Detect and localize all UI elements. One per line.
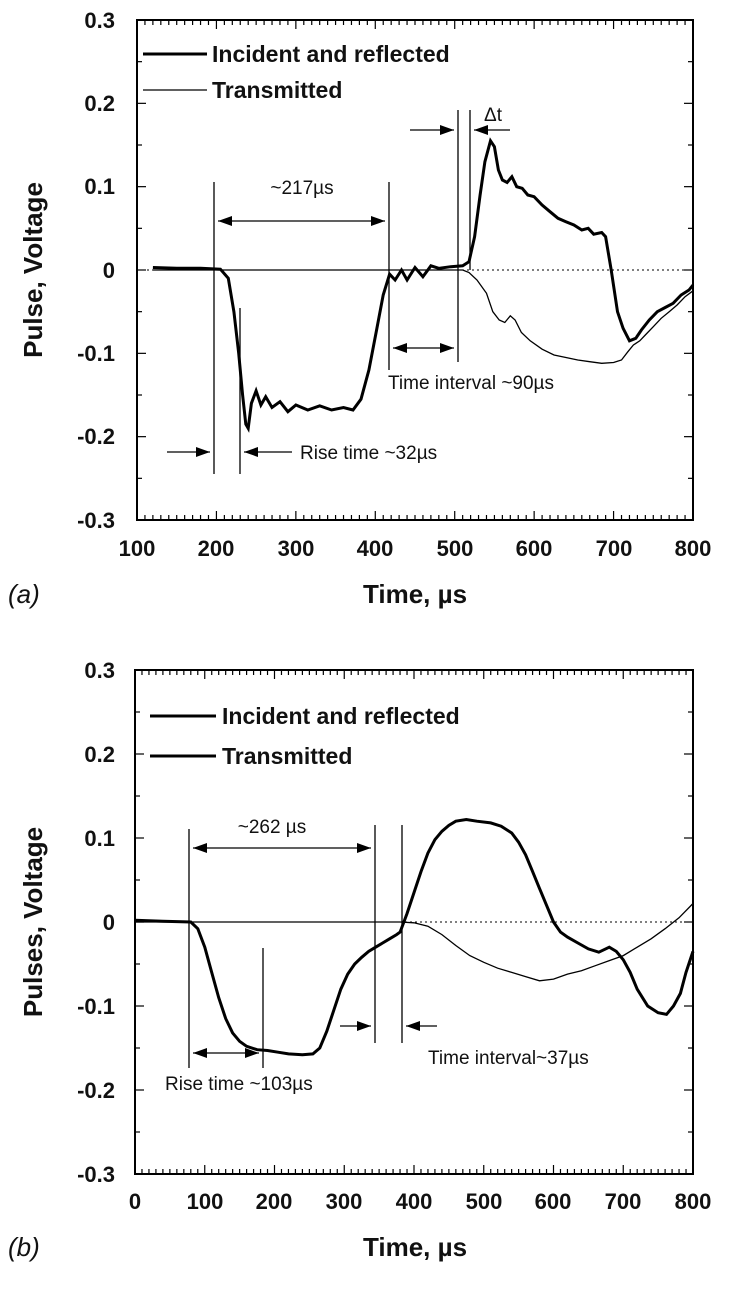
- arrow-head: [440, 343, 454, 353]
- axis-ticks: [136, 19, 694, 521]
- x-tick-label: 200: [256, 1189, 293, 1214]
- series-line-incident-reflected: [152, 137, 695, 433]
- x-axis-label: Time, µs: [363, 1232, 467, 1262]
- x-tick-label: 700: [596, 536, 633, 561]
- series-line-transmitted: [135, 903, 694, 982]
- x-axis-label: Time, µs: [363, 579, 467, 609]
- y-tick-label: 0: [103, 258, 115, 283]
- annotations: ~262 µs Rise time ~103µs Time interval~3…: [165, 817, 589, 1095]
- width-annotation: ~262 µs: [238, 817, 307, 838]
- legend-label: Transmitted: [222, 743, 352, 769]
- legend-label: Incident and reflected: [222, 703, 460, 729]
- y-axis-label: Pulse, Voltage: [18, 182, 48, 358]
- arrow-head: [393, 343, 407, 353]
- x-tick-label: 100: [119, 536, 156, 561]
- arrow-head: [193, 1048, 207, 1058]
- arrow-head: [440, 125, 454, 135]
- y-tick-label: -0.1: [77, 994, 115, 1019]
- annotations: ~217µs Time interval ~90µs Rise time ~32…: [167, 105, 554, 474]
- arrow-head: [474, 125, 488, 135]
- y-tick-label: 0.3: [84, 8, 115, 33]
- interval-annotation: Time interval~37µs: [428, 1048, 589, 1069]
- y-tick-label: 0.2: [84, 742, 115, 767]
- y-tick-label: -0.3: [77, 508, 115, 533]
- x-tick-labels: 0 100 200 300 400 500 600 700 800: [129, 1189, 711, 1214]
- y-tick-label: 0: [103, 910, 115, 935]
- x-tick-label: 300: [278, 536, 315, 561]
- y-tick-label: -0.2: [77, 1078, 115, 1103]
- width-annotation: ~217µs: [270, 178, 333, 199]
- x-tick-label: 300: [326, 1189, 363, 1214]
- legend-label: Transmitted: [212, 77, 342, 103]
- x-tick-label: 500: [437, 536, 474, 561]
- arrow-head: [357, 1021, 371, 1031]
- arrow-head: [244, 447, 258, 457]
- y-tick-labels: 0.3 0.2 0.1 0 -0.1 -0.2 -0.3: [77, 8, 115, 533]
- arrow-head: [193, 843, 207, 853]
- x-tick-label: 400: [357, 536, 394, 561]
- rise-annotation: Rise time ~103µs: [165, 1074, 313, 1095]
- chart-panel-a: 0.3 0.2 0.1 0 -0.1 -0.2 -0.3 100 200 300…: [8, 8, 711, 609]
- y-axis-label: Pulses, Voltage: [18, 827, 48, 1017]
- x-tick-label: 600: [535, 1189, 572, 1214]
- arrow-head: [245, 1048, 259, 1058]
- legend: Incident and reflected Transmitted: [150, 703, 460, 769]
- y-tick-label: -0.1: [77, 341, 115, 366]
- x-tick-label: 700: [605, 1189, 642, 1214]
- x-tick-label: 400: [396, 1189, 433, 1214]
- arrow-head: [357, 843, 371, 853]
- interval-annotation: Time interval ~90µs: [388, 373, 554, 394]
- axis-ticks: [134, 669, 694, 1175]
- x-tick-label: 600: [516, 536, 553, 561]
- dt-annotation: Δt: [484, 105, 503, 126]
- panel-label: (a): [8, 579, 40, 609]
- arrow-head: [196, 447, 210, 457]
- arrow-head: [406, 1021, 420, 1031]
- legend: Incident and reflected Transmitted: [143, 41, 450, 103]
- y-tick-labels: 0.3 0.2 0.1 0 -0.1 -0.2 -0.3: [77, 658, 115, 1187]
- x-tick-label: 200: [198, 536, 235, 561]
- y-tick-label: 0.1: [84, 826, 115, 851]
- arrow-head: [218, 216, 232, 226]
- panel-label: (b): [8, 1232, 40, 1262]
- legend-label: Incident and reflected: [212, 41, 450, 67]
- x-tick-labels: 100 200 300 400 500 600 700 800: [119, 536, 712, 561]
- series-line-incident-reflected: [134, 817, 695, 1057]
- x-tick-label: 800: [675, 1189, 712, 1214]
- rise-annotation: Rise time ~32µs: [300, 443, 437, 464]
- x-tick-label: 100: [187, 1189, 224, 1214]
- y-tick-label: 0.1: [84, 174, 115, 199]
- arrow-head: [371, 216, 385, 226]
- x-tick-label: 800: [675, 536, 712, 561]
- x-tick-label: 500: [466, 1189, 503, 1214]
- y-tick-label: 0.2: [84, 91, 115, 116]
- y-tick-label: 0.3: [84, 658, 115, 683]
- y-tick-label: -0.2: [77, 424, 115, 449]
- y-tick-label: -0.3: [77, 1162, 115, 1187]
- series-line-transmitted: [152, 269, 694, 364]
- chart-panel-b: 0.3 0.2 0.1 0 -0.1 -0.2 -0.3 0 100 200 3…: [8, 658, 711, 1262]
- x-tick-label: 0: [129, 1189, 141, 1214]
